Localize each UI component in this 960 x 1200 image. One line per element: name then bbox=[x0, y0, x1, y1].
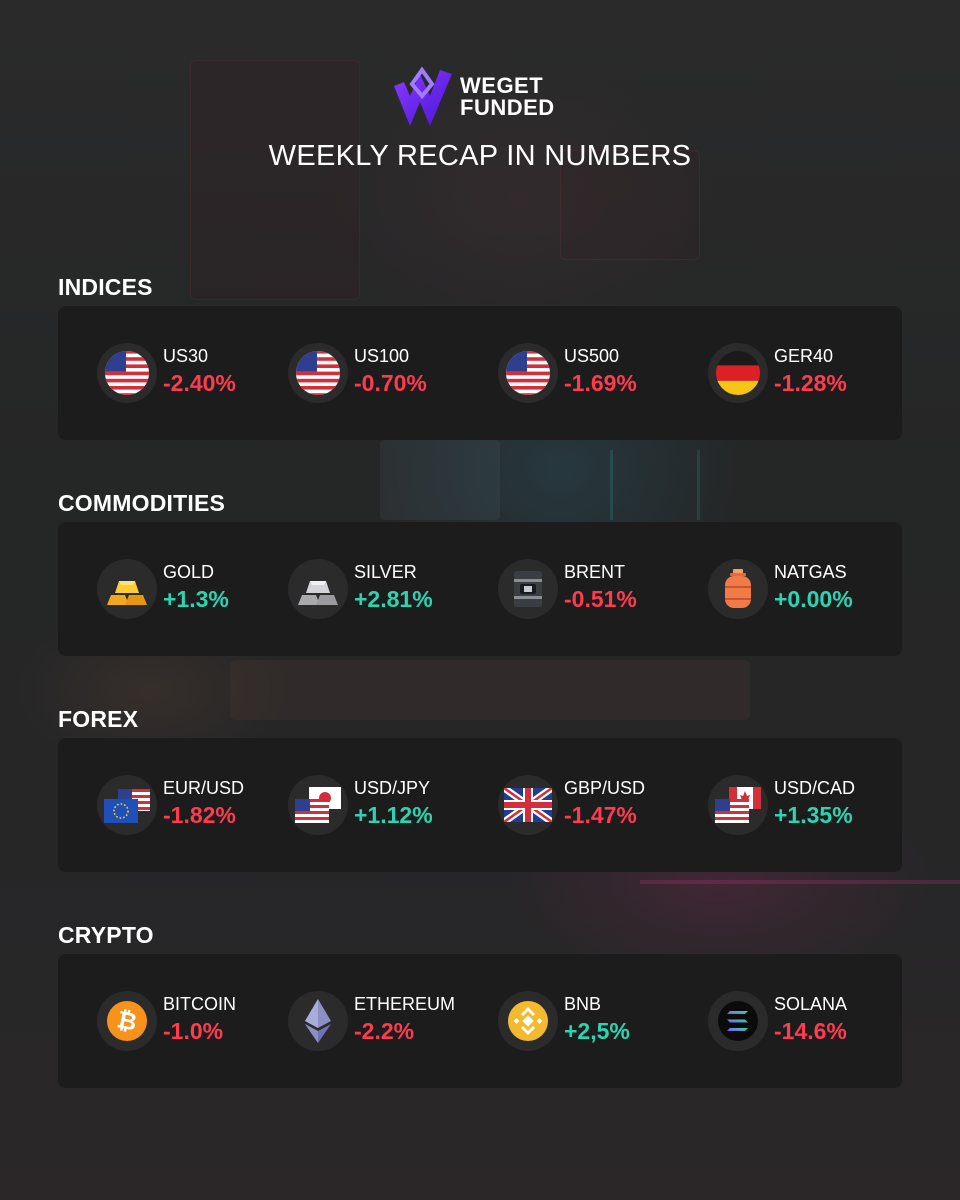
instrument-change: -2.2% bbox=[354, 1018, 415, 1044]
solana-icon bbox=[708, 991, 768, 1051]
crypto-item-bnb: BNB +2,5% bbox=[498, 978, 698, 1064]
indices-item-ger40: GER40 -1.28% bbox=[708, 330, 908, 416]
instrument-label: GER40 bbox=[774, 346, 834, 366]
instrument-change: +2,5% bbox=[564, 1018, 630, 1044]
indices-item-us100: US100 -0.70% bbox=[288, 330, 488, 416]
crypto-item-solana: SOLANA -14.6% bbox=[708, 978, 908, 1064]
crypto-item-bitcoin: ₿ BITCOIN -1.0% bbox=[97, 978, 297, 1064]
instrument-label: BRENT bbox=[564, 562, 626, 582]
instrument-label: USD/JPY bbox=[354, 778, 431, 798]
indices-item-us30: US30 -2.40% bbox=[97, 330, 297, 416]
instrument-change: +2.81% bbox=[354, 586, 433, 612]
oil-barrel-icon bbox=[498, 559, 558, 619]
instrument-label: SILVER bbox=[354, 562, 417, 582]
instrument-label: NATGAS bbox=[774, 562, 847, 582]
instrument-label: BNB bbox=[564, 994, 602, 1014]
instrument-label: US100 bbox=[354, 346, 410, 366]
instrument-change: -1.82% bbox=[163, 802, 236, 828]
us-flag-icon bbox=[97, 343, 157, 403]
us-flag-icon bbox=[288, 343, 348, 403]
instrument-change: -2.40% bbox=[163, 370, 236, 396]
commodities-item-silver: SILVER +2.81% bbox=[288, 546, 488, 632]
section-title-indices: INDICES bbox=[58, 274, 153, 300]
forex-item-usdcad: USD/CAD +1.35% bbox=[708, 762, 908, 848]
brand-logo: WEGET FUNDED bbox=[390, 66, 580, 128]
eu-us-flags-icon bbox=[97, 775, 157, 835]
section-title-forex: FOREX bbox=[58, 706, 139, 732]
commodities-item-natgas: NATGAS +0.00% bbox=[708, 546, 908, 632]
instrument-change: +0.00% bbox=[774, 586, 853, 612]
forex-item-gbpusd: GBP/USD -1.47% bbox=[498, 762, 698, 848]
indices-item-us500: US500 -1.69% bbox=[498, 330, 698, 416]
brand-name-line2: FUNDED bbox=[460, 95, 555, 120]
instrument-label: US500 bbox=[564, 346, 620, 366]
crypto-card: ₿ BITCOIN -1.0% ETHEREUM -2.2% bbox=[58, 954, 902, 1088]
crypto-item-ethereum: ETHEREUM -2.2% bbox=[288, 978, 488, 1064]
gold-bars-icon bbox=[97, 559, 157, 619]
section-title-commodities: COMMODITIES bbox=[58, 490, 226, 516]
commodities-item-gold: GOLD +1.3% bbox=[97, 546, 297, 632]
instrument-change: -1.0% bbox=[163, 1018, 224, 1044]
silver-bars-icon bbox=[288, 559, 348, 619]
bitcoin-icon: ₿ bbox=[97, 991, 157, 1051]
commodities-item-brent: BRENT -0.51% bbox=[498, 546, 698, 632]
germany-flag-icon bbox=[708, 343, 768, 403]
instrument-change: -14.6% bbox=[774, 1018, 847, 1044]
instrument-change: -0.51% bbox=[564, 586, 637, 612]
instrument-label: BITCOIN bbox=[163, 994, 237, 1014]
instrument-change: +1.12% bbox=[354, 802, 433, 828]
brand-name-line1: WEGET bbox=[460, 73, 544, 98]
ethereum-icon bbox=[288, 991, 348, 1051]
instrument-change: +1.35% bbox=[774, 802, 853, 828]
us-canada-flags-icon bbox=[708, 775, 768, 835]
instrument-change: -1.47% bbox=[564, 802, 637, 828]
forex-item-eurusd: EUR/USD -1.82% bbox=[97, 762, 297, 848]
instrument-change: -1.69% bbox=[564, 370, 637, 396]
gas-cylinder-icon bbox=[708, 559, 768, 619]
indices-card: US30 -2.40% US100 -0.70% bbox=[58, 306, 902, 440]
uk-flag-icon bbox=[498, 775, 558, 835]
forex-item-usdjpy: USD/JPY +1.12% bbox=[288, 762, 488, 848]
section-title-crypto: CRYPTO bbox=[58, 922, 154, 948]
instrument-change: -1.28% bbox=[774, 370, 847, 396]
instrument-label: GBP/USD bbox=[564, 778, 646, 798]
instrument-label: US30 bbox=[163, 346, 209, 366]
instrument-label: ETHEREUM bbox=[354, 994, 456, 1014]
instrument-label: USD/CAD bbox=[774, 778, 856, 798]
page-title: WEEKLY RECAP IN NUMBERS bbox=[268, 140, 692, 172]
instrument-label: EUR/USD bbox=[163, 778, 245, 798]
instrument-label: GOLD bbox=[163, 562, 215, 582]
bnb-icon bbox=[498, 991, 558, 1051]
instrument-change: -0.70% bbox=[354, 370, 427, 396]
us-japan-flags-icon bbox=[288, 775, 348, 835]
weget-funded-logo-icon bbox=[394, 66, 452, 126]
us-flag-icon bbox=[498, 343, 558, 403]
commodities-card: GOLD +1.3% SILVER +2.81% BRENT -0.51% bbox=[58, 522, 902, 656]
instrument-change: +1.3% bbox=[163, 586, 229, 612]
brand-name: WEGET FUNDED bbox=[460, 75, 580, 119]
forex-card: EUR/USD -1.82% USD/JPY +1.12% bbox=[58, 738, 902, 872]
instrument-label: SOLANA bbox=[774, 994, 848, 1014]
